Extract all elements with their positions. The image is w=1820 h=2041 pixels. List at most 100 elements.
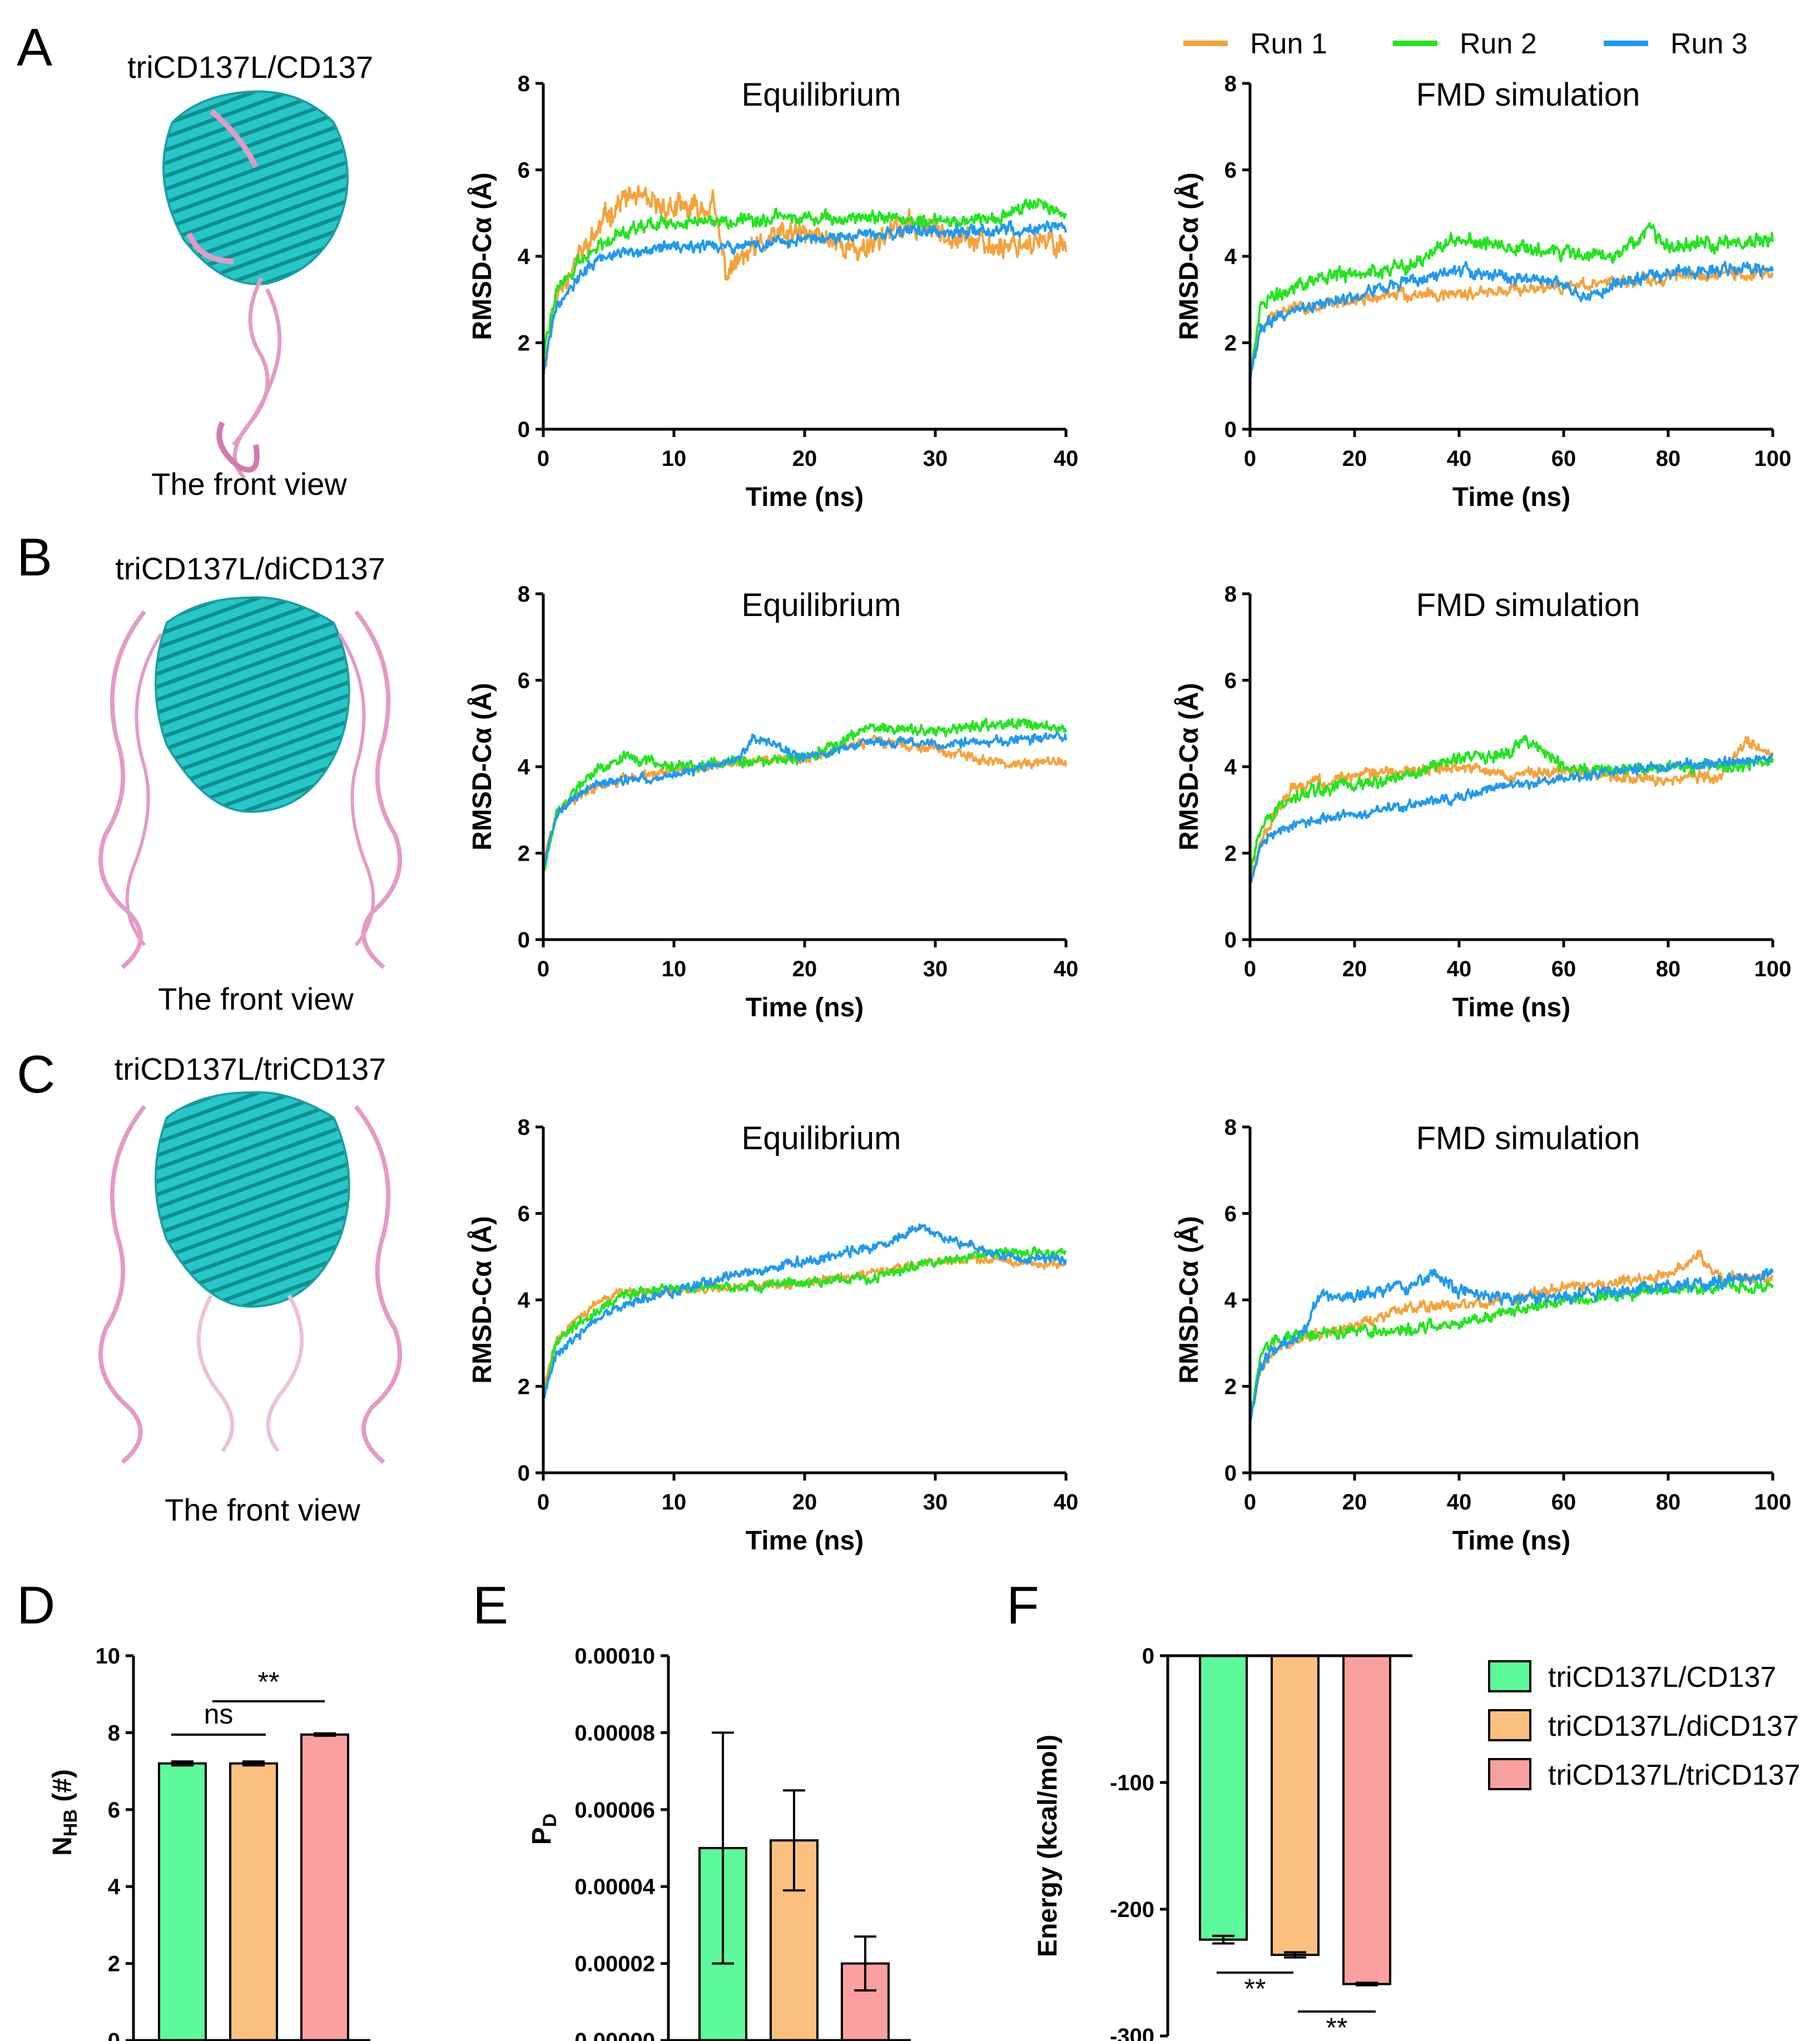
- chart-a-eq-xlabel: Time (ns): [746, 483, 864, 512]
- chart-e-ylabel: PD: [527, 1814, 561, 1845]
- chart-a-fmd-ytick-label: 2: [1224, 331, 1237, 356]
- chart-b-eq-xtick-label: 0: [537, 957, 549, 981]
- chart-c-fmd-xtick-label: 80: [1656, 1490, 1681, 1514]
- chart-c-fmd-xtick-label: 100: [1754, 1490, 1792, 1514]
- chart-b-fmd-series-run3: [1249, 753, 1774, 886]
- chart-b-fmd-xtick-label: 60: [1551, 957, 1576, 981]
- chart-d-ytick-label: 10: [96, 1644, 121, 1668]
- run-legend: Run 1 Run 2 Run 3: [1183, 28, 1748, 60]
- chart-c-fmd-series-run1: [1249, 1249, 1774, 1420]
- chart-b-eq-ytick-label: 8: [518, 582, 530, 607]
- chart-e-ytick-label: 0.00010: [574, 1644, 655, 1668]
- chart-f-sig-label: **: [1326, 2012, 1348, 2041]
- legend-swatch-complex2: [1488, 1709, 1531, 1741]
- chart-a-eq-ylabel: RMSD-Cα (Å): [467, 172, 497, 340]
- chart-b-eq-ytick-label: 6: [518, 669, 530, 693]
- panel-letter-b: B: [17, 528, 52, 587]
- chart-b-eq-ytick-label: 2: [518, 842, 530, 866]
- chart-c-fmd-ytick-label: 8: [1224, 1115, 1237, 1140]
- chart-c-eq-ytick-label: 2: [518, 1375, 530, 1399]
- chart-a-eq-ytick-label: 4: [518, 245, 530, 269]
- chart-d-hydrogen-bonds: 0 2 4 6 8 10 ns **: [96, 1644, 370, 2041]
- chart-a-fmd-xtick-label: 0: [1244, 446, 1256, 471]
- legend-label-complex3: triCD137L/triCD137: [1548, 1759, 1801, 1791]
- chart-d-sig-label: **: [258, 1666, 280, 1697]
- chart-c-eq-xtick-label: 40: [1054, 1490, 1079, 1514]
- legend-label-complex1: triCD137L/CD137: [1548, 1661, 1776, 1694]
- legend-label-run1: Run 1: [1250, 28, 1327, 60]
- chart-b-fmd-ytick-label: 6: [1224, 669, 1237, 693]
- panel-letter-e: E: [473, 1576, 508, 1635]
- chart-e-ytick-label: 0.00004: [574, 1875, 655, 1899]
- chart-b-fmd-xtick-label: 0: [1244, 957, 1256, 981]
- structure-c-title: triCD137L/triCD137: [115, 1051, 386, 1086]
- chart-a-fmd-ytick-label: 8: [1224, 72, 1237, 96]
- structure-b-image: [98, 596, 402, 970]
- chart-a-fmd-xtick-label: 40: [1447, 446, 1472, 471]
- chart-a-eq-ytick-label: 6: [518, 158, 530, 183]
- chart-c-fmd-xtick-label: 20: [1342, 1490, 1367, 1514]
- chart-c-fmd-xlabel: Time (ns): [1452, 1526, 1570, 1556]
- chart-e-dissociation-probability: 0.00000 0.00002 0.00004 0.00006 0.00008 0.000…: [574, 1644, 911, 2041]
- chart-a-fmd-xtick-label: 80: [1656, 446, 1681, 471]
- panel-letter-d: D: [17, 1576, 55, 1635]
- chart-c-eq-ytick-label: 4: [518, 1288, 530, 1313]
- chart-b-fmd-xtick-label: 20: [1342, 957, 1367, 981]
- chart-b-fmd-xtick-label: 100: [1754, 957, 1792, 981]
- chart-c-fmd-xtick-label: 60: [1551, 1490, 1576, 1514]
- chart-c-eq-title: Equilibrium: [742, 1120, 901, 1156]
- chart-c-eq-xtick-label: 20: [792, 1490, 817, 1514]
- chart-d-ytick-label: 8: [108, 1721, 120, 1745]
- chart-c-fmd-ytick-label: 4: [1224, 1288, 1237, 1313]
- panel-letter-c: C: [17, 1045, 55, 1104]
- chart-c-eq-ylabel: RMSD-Cα (Å): [467, 1216, 497, 1383]
- chart-d-bar: [229, 1762, 278, 2041]
- chart-b-fmd-series-run2: [1249, 734, 1774, 878]
- chart-a-fmd-ylabel: RMSD-Cα (Å): [1174, 172, 1204, 340]
- chart-b-eq-xtick-label: 30: [923, 957, 948, 981]
- chart-a-eq-ytick-label: 2: [518, 331, 530, 356]
- chart-b-fmd-title: FMD simulation: [1416, 587, 1640, 623]
- complex-legend: triCD137L/CD137 triCD137L/diCD137 triCD1…: [1488, 1660, 1801, 1791]
- chart-c-fmd-series-run3: [1249, 1268, 1774, 1421]
- chart-a-fmd-ytick-label: 0: [1224, 418, 1237, 442]
- legend-label-complex2: triCD137L/diCD137: [1548, 1710, 1799, 1742]
- chart-b-eq-title: Equilibrium: [742, 587, 901, 623]
- chart-b-eq-xtick-label: 20: [792, 957, 817, 981]
- chart-c-fmd-xtick-label: 40: [1447, 1490, 1472, 1514]
- chart-f-bar: [1199, 1655, 1248, 1941]
- chart-d-bar: [300, 1733, 349, 2041]
- chart-f-bar: [1271, 1655, 1320, 1956]
- chart-c-fmd-title: FMD simulation: [1416, 1120, 1640, 1156]
- chart-c-fmd-ytick-label: 0: [1224, 1461, 1237, 1486]
- chart-a-fmd-xtick-label: 20: [1342, 446, 1367, 471]
- chart-f-ytick-label: -200: [1110, 1898, 1154, 1922]
- chart-a-fmd-xtick-label: 100: [1754, 446, 1792, 471]
- chart-a-fmd-xlabel: Time (ns): [1452, 483, 1570, 512]
- chart-a-fmd-title: FMD simulation: [1416, 77, 1640, 113]
- structure-c-image: [98, 1091, 402, 1464]
- chart-d-ytick-label: 4: [108, 1875, 121, 1899]
- chart-b-fmd-ylabel: RMSD-Cα (Å): [1174, 683, 1204, 850]
- chart-b-fmd-ytick-label: 2: [1224, 842, 1237, 866]
- legend-label-run3: Run 3: [1670, 28, 1748, 60]
- chart-e-ytick-label: 0.00006: [574, 1798, 655, 1823]
- chart-c-equilibrium: 0 2 4 6 8 0 10 20 30 40 Equilibrium Time (ns) RMSD-C…: [467, 1115, 1078, 1556]
- chart-b-eq-series-run3: [542, 731, 1067, 869]
- chart-c-fmd-ylabel: RMSD-Cα (Å): [1174, 1216, 1204, 1383]
- chart-a-eq-xtick-label: 0: [537, 446, 549, 471]
- chart-c-eq-series-run3: [542, 1223, 1067, 1402]
- chart-f-bar: [1342, 1655, 1391, 1985]
- chart-d-ytick-label: 0: [108, 2029, 120, 2041]
- chart-b-fmd-ytick-label: 4: [1224, 755, 1237, 779]
- chart-f-binding-energy: 0 -100 -200 -300 Energy (kcal/mol) ** **: [1033, 1644, 1412, 2041]
- chart-b-fmd-xtick-label: 40: [1447, 957, 1472, 981]
- chart-c-eq-ytick-label: 8: [518, 1115, 530, 1140]
- chart-c-eq-series-run2: [542, 1245, 1067, 1397]
- structure-a-image: [162, 90, 349, 480]
- chart-a-fmd-ytick-label: 4: [1224, 245, 1237, 269]
